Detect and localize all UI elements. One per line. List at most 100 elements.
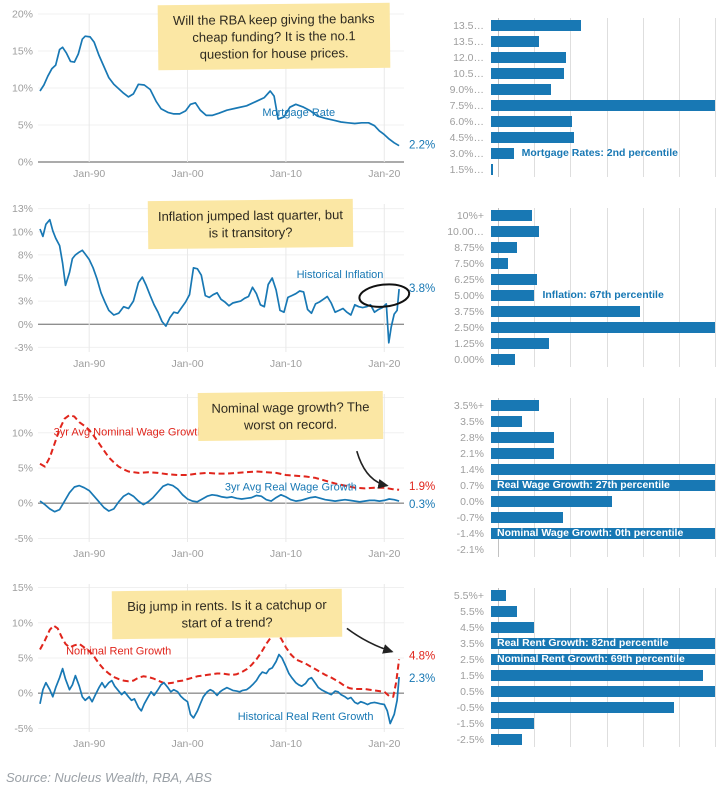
hist-row: 10.00… [445,224,715,239]
hist-bar [491,242,518,253]
hist-gridlines [498,588,716,747]
hist-bar [491,68,565,79]
hist-bar [491,512,564,523]
hist-row: 3.0%… Mortgage Rates: 2nd percentile [445,146,715,161]
mortgage-rate-histogram: 13.5… 13.5… 12.0… 10.5… 9.0%… 7.5%… 6.0%… 4.5%…… [445,2,723,192]
hist-row: 6.0%… [445,114,715,129]
sticky-note-mortgage: Will the RBA keep giving the banks cheap… [157,2,391,71]
hist-category-label: 0.0% [460,495,484,508]
hist-category-label: 6.0%… [449,115,484,128]
hist-bar [491,116,572,127]
hist-track [491,18,715,33]
hist-bar [491,670,703,681]
x-tick-label: Jan-20 [368,358,400,370]
hist-bar [491,432,554,443]
hist-bar [491,20,582,31]
annotation-arrow [346,627,394,654]
hist-gridlines [498,398,716,557]
hist-category-label: 10.5… [453,67,484,80]
hist-row: 4.5%… [445,130,715,145]
hist-category-label: 12.0… [453,51,484,64]
hist-bar [491,148,514,159]
x-tick-label: Jan-00 [171,168,203,180]
hist-row: 3.75% [445,304,715,319]
y-tick-label: -5% [14,723,33,735]
y-tick-label: 0% [18,319,33,331]
hist-category-label: 0.5% [460,685,484,698]
hist-track: Nominal Wage Growth: 0th percentile [491,526,715,541]
hist-bar [491,448,554,459]
x-tick-label: Jan-00 [171,738,203,750]
hist-category-label: 2.5% [460,653,484,666]
end-value-label: 1.9% [409,481,435,493]
hist-row: 6.25% [445,272,715,287]
x-tick-label: Jan-10 [270,358,302,370]
hist-row: 3.5%+ [445,398,715,413]
wage-growth-chart: -5% 0% 5% 10% 15% Jan-90 Jan-00 Jan-10 Jan-20 1.9… [0,382,445,572]
hist-row: 0.5% [445,684,715,699]
hist-bar [491,354,516,365]
hist-track: Inflation: 67th percentile [491,288,715,303]
hist-row: 10.5… [445,66,715,81]
x-tick-label: Jan-10 [270,168,302,180]
hist-row: 2.8% [445,430,715,445]
hist-bar [491,258,508,269]
hist-category-label: 1.4% [460,463,484,476]
hist-category-label: 1.25% [454,337,484,350]
hist-category-label: 3.5% [460,415,484,428]
x-tick-label: Jan-90 [73,738,105,750]
x-tick-label: Jan-00 [171,548,203,560]
end-value-label: 2.2% [409,140,435,152]
sticky-note-wages: Nominal wage growth? The worst on record… [197,391,384,442]
hist-track [491,162,715,177]
hist-category-label: 5.00% [454,289,484,302]
hist-category-label: 9.0%… [449,83,484,96]
wage-growth-histogram: 3.5%+ 3.5% 2.8% 2.1% 1.4% 0.7% Real Wage Growt… [445,382,723,572]
hist-bar [491,496,612,507]
y-tick-label: 15% [12,582,33,594]
hist-row: 1.5%… [445,162,715,177]
y-tick-label: 20% [12,9,33,21]
hist-bar [491,306,641,317]
hist-bar [491,226,540,237]
series-historical-inflation [39,218,400,344]
hist-row: 2.5% Nominal Rent Growth: 69th percentile [445,652,715,667]
x-tick-label: Jan-20 [368,738,400,750]
hist-bar [491,622,535,633]
hist-track [491,256,715,271]
hist-row: 5.5%+ [445,588,715,603]
hist-category-label: 2.1% [460,447,484,460]
hist-track [491,716,715,731]
end-value-label: 4.8% [409,650,435,662]
hist-category-label: 5.5%+ [453,589,484,602]
y-tick-label: 15% [12,392,33,404]
hist-category-label: -0.5% [456,701,484,714]
hist-category-label: -2.5% [456,733,484,746]
hist-track: Nominal Rent Growth: 69th percentile [491,652,715,667]
hist-track [491,462,715,477]
y-tick-label: 10% [12,427,33,439]
hist-category-label: 1.5%… [449,163,484,176]
hist-track [491,272,715,287]
hist-track: Real Rent Growth: 82nd percentile [491,636,715,651]
x-tick-label: Jan-00 [171,358,203,370]
hist-track [491,50,715,65]
hist-bar [491,322,715,333]
hist-category-label: -1.4% [456,527,484,540]
hist-row: 0.7% Real Wage Growth: 27th percentile [445,478,715,493]
hist-bar [491,718,535,729]
hist-track [491,398,715,413]
hist-category-label: 4.5% [460,621,484,634]
hist-track [491,604,715,619]
hist-track [491,732,715,747]
hist-row: -0.7% [445,510,715,525]
hist-track [491,414,715,429]
hist-category-label: 4.5%… [449,131,484,144]
hist-track [491,668,715,683]
hist-bar [491,274,537,285]
emphasis-ellipse [358,283,411,308]
hist-category-label: 1.5% [460,669,484,682]
hist-bar [491,100,715,111]
hist-row: 2.50% [445,320,715,335]
hist-gridlines [498,18,716,177]
